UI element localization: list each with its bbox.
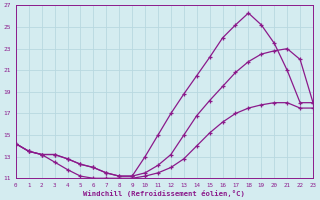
X-axis label: Windchill (Refroidissement éolien,°C): Windchill (Refroidissement éolien,°C) — [84, 190, 245, 197]
